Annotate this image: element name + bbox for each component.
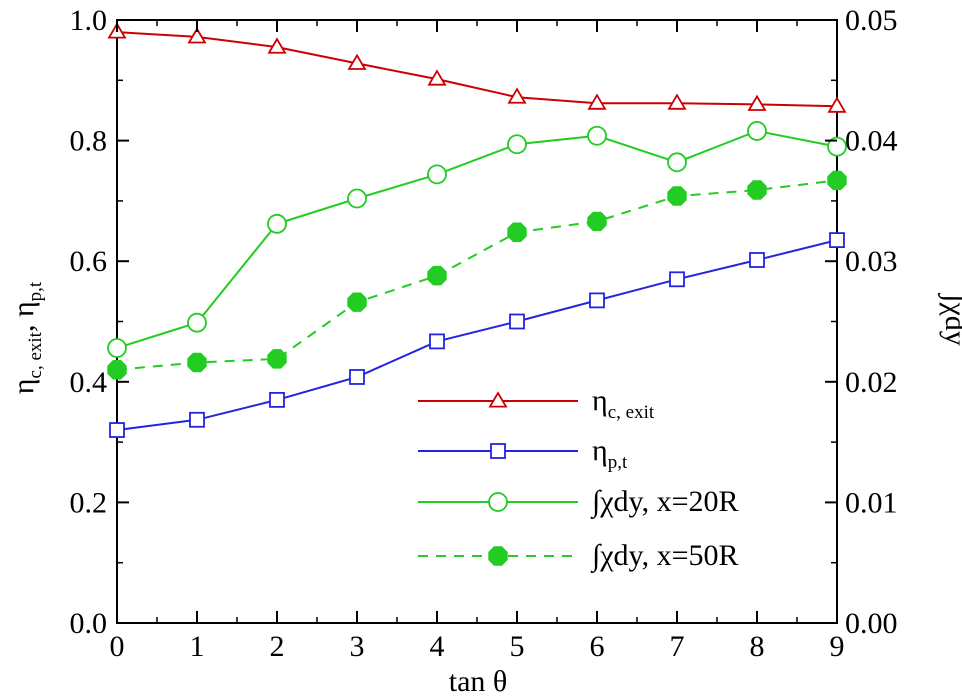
x-tick-label: 6 [590,630,605,663]
data-point [827,136,847,157]
data-point [587,93,607,110]
data-point [589,292,605,309]
data-point [107,360,127,380]
series-2 [109,232,845,438]
data-point [669,271,685,288]
x-tick-label: 0 [110,630,125,663]
data-point [827,96,847,113]
series-line [116,239,838,431]
y-left-tick-label: 0.6 [70,245,108,278]
data-point [187,352,207,373]
data-point [747,180,767,200]
y-left-tick-label: 0.4 [70,366,108,399]
y-left-title-sub1: c, exit [25,331,46,378]
legend-entry-3: ∫χdy, x=20R [418,485,739,520]
data-point [749,252,765,268]
x-tick-label: 9 [830,630,845,663]
legend: ηc, exit ηp,t ∫χdy, x=20R ∫χdy, x=50R [418,384,739,574]
data-point [187,27,207,44]
data-point [107,338,127,358]
series-4 [107,170,847,380]
legend-label: ∫χdy, x=50R [590,539,739,574]
x-tick-label: 5 [510,630,525,663]
data-point [187,312,207,333]
legend-entry-1: ηc, exit [418,384,655,423]
data-point [349,369,365,385]
data-point [827,170,847,191]
data-point [267,37,287,54]
plot-frame [116,19,838,624]
data-point [347,53,367,70]
y-right-tick-label: 0.00 [845,607,898,640]
legend-entry-2: ηp,t [418,434,628,473]
data-point [269,391,285,408]
y-right-tick-label: 0.01 [845,486,898,519]
y-axis-right-title: ∫χdy [937,292,962,346]
series-line [116,31,838,108]
y-left-tick-label: 0.8 [70,125,108,158]
data-point [829,232,845,248]
data-point [507,134,527,155]
series-layer [107,22,847,438]
x-tick-label: 2 [270,630,285,663]
series-line [116,129,838,349]
axes-layer: 0 1 2 3 4 5 6 7 8 9 0.0 0.2 0.4 0.6 0.8 1.0 0.00 0.01 0.02… [70,4,898,663]
y-right-tick-label: 0.04 [845,125,898,158]
legend-marker [488,391,508,408]
data-point [509,313,525,330]
legend-marker [488,492,508,512]
y-right-tick-label: 0.02 [845,366,898,399]
x-tick-label: 4 [430,630,445,663]
data-point [427,265,447,286]
data-point [587,211,607,232]
data-point [189,411,205,428]
data-point [267,213,287,234]
plot-area [116,19,838,624]
data-point [427,164,447,185]
data-point [507,87,527,104]
legend-label: ∫χdy, x=20R [590,485,739,520]
y-axis-left-title: ηc, exit, ηp,t [7,281,46,394]
legend-label: ηc, exit [592,384,655,423]
y-left-tick-label: 0.2 [70,486,108,519]
y-right-tick-label: 0.05 [845,4,898,37]
x-tick-label: 8 [750,630,765,663]
series-line [116,179,838,371]
legend-label: ηp,t [592,434,628,473]
data-point [587,125,607,146]
y-left-title-eta1: η [7,378,40,394]
legend-marker [488,546,508,566]
data-point [427,69,447,86]
x-tick-label: 3 [350,630,365,663]
legend-marker [490,443,506,459]
x-axis-title: tan θ [449,665,508,696]
data-point [667,186,687,206]
x-tick-label: 7 [670,630,685,663]
legend-entry-4: ∫χdy, x=50R [418,539,739,574]
y-left-title-sub2: p,t [25,281,46,301]
data-point [429,333,445,350]
y-left-tick-label: 0.0 [70,607,108,640]
data-point [747,121,767,141]
x-tick-label: 1 [190,630,205,663]
data-point [667,93,687,110]
y-left-title-sep: , [7,317,40,332]
data-point [347,292,367,312]
data-point [347,188,367,209]
y-right-tick-label: 0.03 [845,245,898,278]
data-point [667,152,687,173]
series-1 [107,22,847,113]
data-point [267,349,287,369]
y-left-tick-label: 1.0 [70,4,108,37]
data-point [747,94,767,111]
data-point [507,222,527,242]
y-left-title-eta2: η [7,301,40,317]
series-3 [107,121,847,358]
data-point [109,422,125,438]
